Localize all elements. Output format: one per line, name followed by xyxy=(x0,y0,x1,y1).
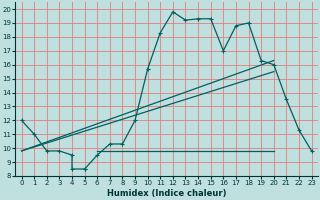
X-axis label: Humidex (Indice chaleur): Humidex (Indice chaleur) xyxy=(107,189,226,198)
